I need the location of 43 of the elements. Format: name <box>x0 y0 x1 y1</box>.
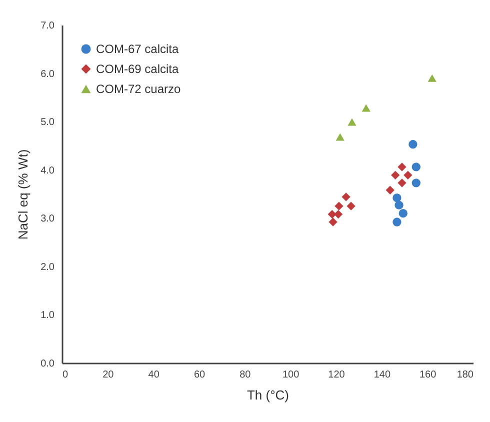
point <box>428 74 436 82</box>
x-tick-label: 180 <box>456 370 474 380</box>
y-tick-label: 1.0 <box>40 310 55 322</box>
point <box>346 202 356 210</box>
point <box>392 194 402 202</box>
point <box>348 118 356 126</box>
y-tick-label: 3.0 <box>40 214 55 225</box>
legend-label: COM-69 calcita <box>96 62 180 76</box>
point <box>408 140 418 149</box>
x-tick-label: 80 <box>240 370 252 380</box>
y-tick-label: 0.0 <box>40 358 55 370</box>
x-tick-label: 120 <box>328 370 346 380</box>
y-axis-title: NaCl eq (% Wt) <box>16 149 31 240</box>
y-tick-label: 2.0 <box>40 262 55 273</box>
point <box>404 170 412 180</box>
point <box>336 133 344 141</box>
x-tick-label: 20 <box>102 370 114 380</box>
legend-label: COM-67 calcita <box>96 42 180 56</box>
x-tick-label: 160 <box>419 370 437 380</box>
point <box>386 186 394 194</box>
y-tick-label: 5.0 <box>40 117 55 128</box>
point <box>392 218 402 226</box>
point <box>334 202 344 210</box>
y-tick-label: 4.0 <box>40 165 55 176</box>
x-tick-label: 140 <box>374 370 391 380</box>
x-tick-label: 40 <box>148 370 160 380</box>
point <box>394 200 404 210</box>
x-tick-label: 0 <box>62 370 68 380</box>
point <box>398 178 406 188</box>
x-tick-label: 60 <box>194 370 206 380</box>
point <box>328 218 338 226</box>
point <box>412 178 420 188</box>
x-tick-label: 100 <box>282 370 300 380</box>
legend-label: COM-72 cuarzo <box>96 82 182 96</box>
x-axis-title: Th (°C) <box>246 388 290 402</box>
point <box>391 170 400 180</box>
y-tick-label: 7.0 <box>40 20 55 32</box>
point <box>412 162 420 172</box>
point <box>362 104 370 112</box>
y-tick-label: 6.0 <box>40 68 55 80</box>
point <box>398 162 406 172</box>
point <box>398 208 408 218</box>
point <box>342 192 350 202</box>
